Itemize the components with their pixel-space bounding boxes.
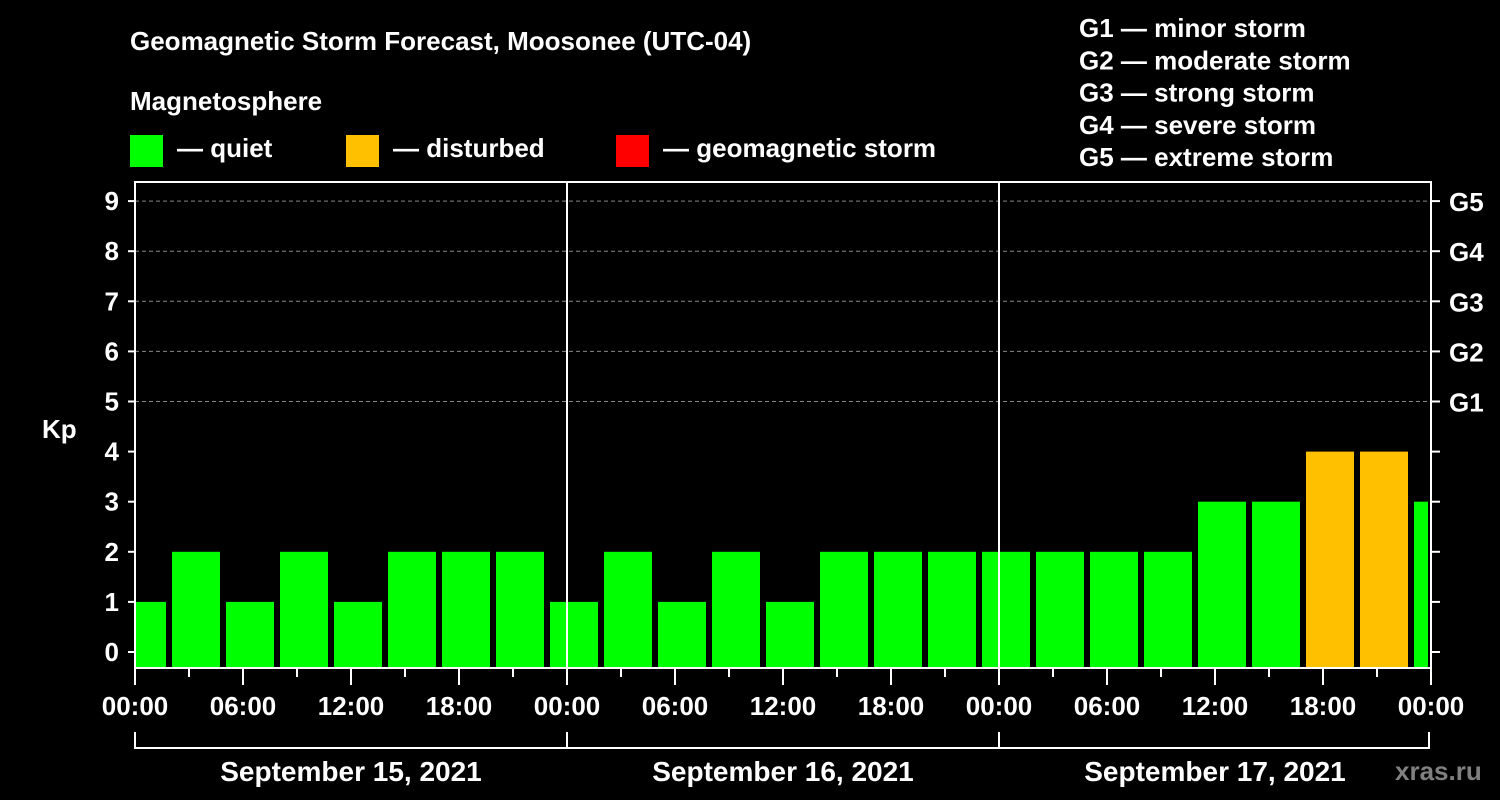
x-tick-label: 18:00 — [858, 691, 925, 721]
legend-swatch-disturbed — [346, 135, 379, 167]
bar-disturbed — [1360, 451, 1408, 668]
bar-quiet — [1144, 551, 1192, 668]
bar-quiet — [1198, 501, 1246, 668]
y-tick-label: 4 — [105, 437, 120, 467]
legend-title: Magnetosphere — [130, 86, 322, 116]
x-tick-label: 06:00 — [642, 691, 709, 721]
y-axis-label: Kp — [42, 414, 77, 444]
y-tick-label: 8 — [105, 236, 119, 266]
chart-title: Geomagnetic Storm Forecast, Moosonee (UT… — [130, 26, 751, 56]
y-tick-label: 5 — [105, 387, 119, 417]
bar-quiet — [712, 551, 760, 668]
bar-quiet — [334, 601, 382, 668]
bar-quiet — [874, 551, 922, 668]
bar-quiet — [1414, 501, 1428, 668]
bar-quiet — [1252, 501, 1300, 668]
x-tick-label: 00:00 — [1398, 691, 1465, 721]
x-tick-label: 18:00 — [1290, 691, 1357, 721]
day-bracket — [134, 732, 1430, 749]
y-tick-label: 3 — [105, 487, 119, 517]
scale-legend-item: G3 — strong storm — [1079, 78, 1314, 108]
watermark: xras.ru — [1395, 756, 1482, 786]
y-tick-label: 6 — [105, 336, 119, 366]
bar-quiet — [388, 551, 436, 668]
bar-quiet — [928, 551, 976, 668]
x-tick-label: 00:00 — [534, 691, 601, 721]
bar-quiet — [280, 551, 328, 668]
bar-quiet — [1090, 551, 1138, 668]
legend-swatch-quiet — [130, 135, 163, 167]
day-label: September 17, 2021 — [1084, 756, 1346, 787]
y-tick-label: 1 — [105, 587, 119, 617]
g-scale-label: G3 — [1449, 287, 1484, 317]
x-tick-label: 18:00 — [426, 691, 493, 721]
bar-quiet — [1036, 551, 1084, 668]
scale-legend-item: G4 — severe storm — [1079, 110, 1316, 140]
x-tick-label: 00:00 — [966, 691, 1033, 721]
g-scale-label: G2 — [1449, 337, 1484, 367]
day-label: September 16, 2021 — [652, 756, 914, 787]
bar-quiet — [604, 551, 652, 668]
bar-quiet — [226, 601, 274, 668]
x-tick-label: 06:00 — [210, 691, 277, 721]
g-scale-label: G5 — [1449, 187, 1484, 217]
day-label: September 15, 2021 — [220, 756, 482, 787]
x-tick-label: 06:00 — [1074, 691, 1141, 721]
x-tick-label: 12:00 — [750, 691, 817, 721]
g-scale-label: G1 — [1449, 388, 1484, 418]
scale-legend-item: G1 — minor storm — [1079, 13, 1306, 43]
scale-legend-item: G5 — extreme storm — [1079, 142, 1333, 172]
legend-label-disturbed: — disturbed — [393, 133, 545, 163]
y-tick-label: 0 — [105, 637, 119, 667]
bar-quiet — [496, 551, 544, 668]
x-tick-label: 12:00 — [318, 691, 385, 721]
g-scale-label: G4 — [1449, 237, 1484, 267]
bar-quiet — [442, 551, 490, 668]
bar-quiet — [766, 601, 814, 668]
x-tick-label: 00:00 — [102, 691, 169, 721]
bar-quiet — [172, 551, 220, 668]
bar-quiet — [550, 601, 598, 668]
y-tick-label: 7 — [105, 286, 119, 316]
legend-label-quiet: — quiet — [177, 133, 273, 163]
bar-disturbed — [1306, 451, 1354, 668]
legend-label-storm: — geomagnetic storm — [663, 133, 936, 163]
bar-quiet — [658, 601, 706, 668]
bar-quiet — [136, 601, 166, 668]
y-tick-label: 2 — [105, 537, 119, 567]
bar-quiet — [820, 551, 868, 668]
bar-quiet — [982, 551, 1030, 668]
x-tick-label: 12:00 — [1182, 691, 1249, 721]
y-tick-label: 9 — [105, 186, 119, 216]
scale-legend-item: G2 — moderate storm — [1079, 45, 1351, 75]
legend-swatch-storm — [616, 135, 649, 167]
